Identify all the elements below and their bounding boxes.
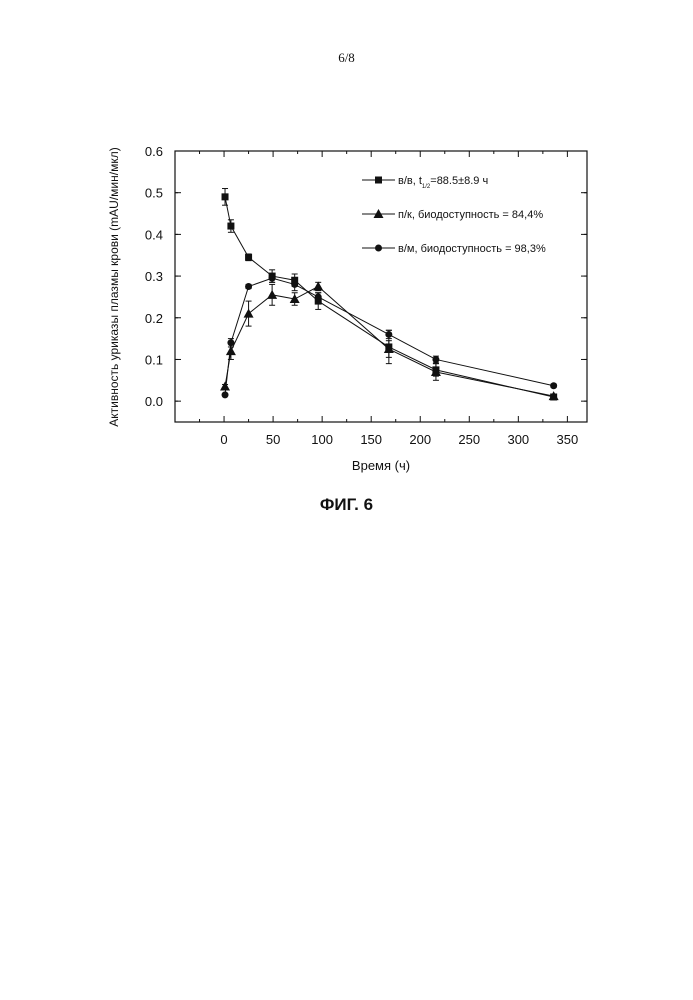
legend: в/в, t1/2=88.5±8.9 ч п/к, биодоступность … [362,175,546,255]
data-point [432,356,439,363]
legend-label: в/м, биодоступность = 98,3% [398,243,546,255]
x-tick-label: 50 [266,432,280,447]
data-point [269,275,276,282]
x-tick-label: 100 [311,432,333,447]
uricase-activity-chart: 0 50 100 150 200 250 300 350 0.0 0.1 0.2 0.3 0.4 0.5 0… [0,0,693,480]
x-tick-label: 350 [557,432,579,447]
data-point [244,309,254,318]
y-axis-label: Активность уриказы плазмы крови (mAU/мин… [107,147,121,426]
x-tick-label: 200 [409,432,431,447]
data-point [245,254,252,261]
data-point [227,223,234,230]
legend-label: в/в, t1/2=88.5±8.9 ч [398,175,488,190]
axis-ticks: 0 50 100 150 200 250 300 350 0.0 0.1 0.2 0.3 0.4 0.5 0… [145,144,587,447]
figure-caption: ФИГ. 6 [0,495,693,515]
data-point [315,293,322,300]
data-point [222,391,229,398]
data-point [267,290,277,299]
data-point [227,339,234,346]
series-triangle [220,282,559,401]
y-tick-label: 0.0 [145,394,163,409]
y-tick-label: 0.3 [145,269,163,284]
data-point [222,193,229,200]
legend-entry: в/м, биодоступность = 98,3% [362,243,546,255]
y-tick-label: 0.4 [145,227,163,242]
legend-marker [375,245,382,252]
plot-frame [175,151,587,422]
legend-marker [375,177,382,184]
y-tick-label: 0.6 [145,144,163,159]
data-point [550,382,557,389]
data-point [220,382,230,391]
x-tick-label: 150 [360,432,382,447]
legend-entry: в/в, t1/2=88.5±8.9 ч [362,175,488,190]
data-point [385,331,392,338]
legend-entry: п/к, биодоступность = 84,4% [362,209,543,221]
data-point [313,282,323,291]
data-point [245,283,252,290]
y-tick-label: 0.5 [145,186,163,201]
data-point [226,346,236,355]
x-axis-label: Время (ч) [352,458,410,473]
x-tick-label: 0 [220,432,227,447]
x-tick-label: 300 [507,432,529,447]
y-tick-label: 0.1 [145,352,163,367]
data-point [291,281,298,288]
y-tick-label: 0.2 [145,311,163,326]
x-tick-label: 250 [458,432,480,447]
legend-label: п/к, биодоступность = 84,4% [398,209,543,221]
